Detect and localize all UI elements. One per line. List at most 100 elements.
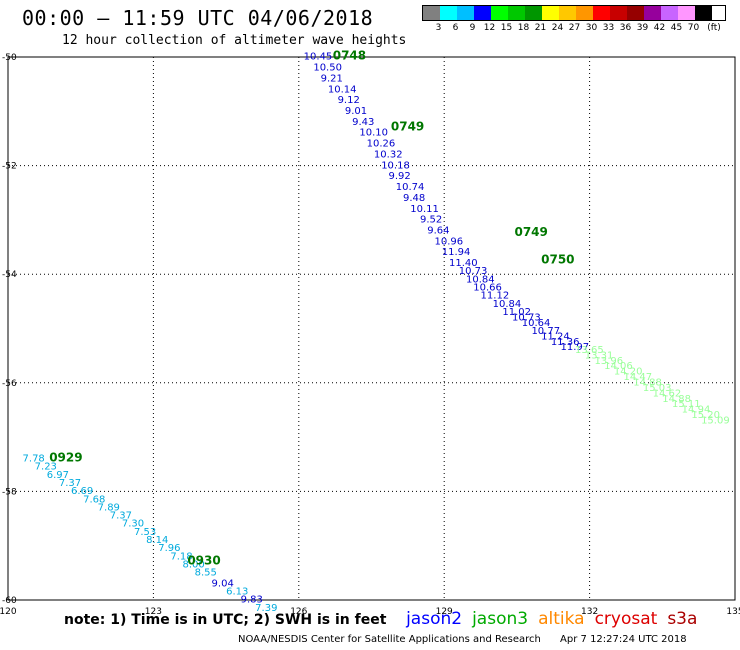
swh-value-jason3: 14.62 (653, 388, 682, 399)
swh-value-jason2: 9.92 (388, 171, 410, 182)
color-scale-label: 33 (602, 23, 615, 33)
x-tick-label: 132 (581, 607, 598, 617)
satellite-legend: jason2 jason3 altika cryosat s3a (396, 609, 698, 629)
swh-value-jason3: 13.65 (575, 345, 604, 356)
swh-value-altika: 7.78 (23, 454, 45, 465)
footer-timestamp: Apr 7 12:27:24 UTC 2018 (560, 634, 687, 645)
swh-value-jason2: 9.21 (321, 73, 343, 84)
swh-value-s3a: 6.13 (226, 587, 248, 598)
color-swatch (627, 6, 644, 20)
swh-value-jason2: 9.52 (420, 215, 442, 226)
swh-value-altika: 7.96 (158, 543, 180, 554)
color-scale-label: 12 (483, 23, 496, 33)
swh-value-altika: 8.14 (146, 535, 168, 546)
swh-value-jason3: 14.20 (614, 367, 643, 378)
color-scale-label: 15 (500, 23, 513, 33)
color-scale-label: 30 (585, 23, 598, 33)
swh-value-jason2: 9.64 (427, 225, 449, 236)
chart-subtitle: 12 hour collection of altimeter wave hei… (62, 33, 407, 48)
color-swatch (440, 6, 457, 20)
swh-value-jason2: 10.73 (512, 312, 541, 323)
swh-value-jason2: 9.48 (403, 193, 425, 204)
swh-value-jason2: 10.64 (522, 318, 551, 329)
time-label: 0929 (49, 451, 82, 465)
swh-value-jason2: 11.97 (561, 342, 590, 353)
color-swatch (525, 6, 542, 20)
swh-value-jason3: 14.88 (633, 378, 662, 389)
swh-value-jason2: 10.32 (374, 149, 403, 160)
swh-value-altika: 7.37 (110, 511, 132, 522)
color-scale-label: 24 (551, 23, 564, 33)
color-swatch (695, 6, 712, 20)
swh-value-jason2: 9.43 (352, 117, 374, 128)
x-tick-label: 135 (726, 607, 740, 617)
color-scale-label: 70 (687, 23, 700, 33)
swh-value-jason3: 14.06 (604, 361, 633, 372)
x-tick-label: 129 (436, 607, 453, 617)
swh-value-jason2: 11.40 (449, 258, 478, 269)
time-label: 0750 (541, 252, 574, 266)
color-swatch (678, 6, 695, 20)
note-line: note: 1) Time is in UTC; 2) SWH is in fe… (64, 609, 697, 629)
swh-value-altika: 7.30 (122, 519, 144, 530)
color-swatch (576, 6, 593, 20)
swh-value-altika: 7.23 (35, 462, 57, 473)
y-tick-label: -52 (2, 162, 17, 172)
swh-value-altika: 7.53 (134, 527, 156, 538)
color-swatch (644, 6, 661, 20)
swh-value-s3a: 7.39 (255, 603, 277, 614)
swh-value-jason2: 10.84 (466, 274, 495, 285)
color-swatch (559, 6, 576, 20)
swh-value-jason2: 10.73 (459, 266, 488, 277)
time-label: 0749 (514, 225, 547, 239)
satellite-legend-jason2: jason2 (406, 609, 463, 629)
color-scale-label: 27 (568, 23, 581, 33)
swh-value-jason2: 9.12 (338, 95, 360, 106)
color-swatch (423, 6, 440, 20)
swh-value-jason2: 10.74 (396, 182, 425, 193)
swh-value-jason3: 14.94 (682, 405, 711, 416)
swh-value-jason2: 10.18 (381, 160, 410, 171)
swh-value-jason2: 10.66 (473, 282, 502, 293)
color-scale-label: 42 (653, 23, 666, 33)
swh-value-jason3: 13.96 (594, 356, 623, 367)
swh-value-jason3: 15.03 (643, 383, 672, 394)
color-scale-label: 45 (670, 23, 683, 33)
swh-value-jason3: 14.88 (662, 394, 691, 405)
color-scale-label: 36 (619, 23, 632, 33)
color-scale-label: 6 (452, 23, 459, 33)
swh-value-jason3: 14.47 (624, 372, 653, 383)
color-scale-labels: 3 6 9 12 15 18 21 24 27 30 33 36 39 42 45 70 (ft) (422, 23, 726, 33)
swh-value-altika: 7.37 (59, 478, 81, 489)
swh-value-jason2: 11.02 (502, 307, 531, 318)
swh-value-jason2: 10.77 (531, 326, 560, 337)
swh-value-jason2: 10.10 (359, 128, 388, 139)
note-text: note: 1) Time is in UTC; 2) SWH is in fe… (64, 612, 387, 628)
color-swatch (457, 6, 474, 20)
time-label: 0930 (187, 554, 220, 568)
swh-value-jason2: 10.84 (493, 299, 522, 310)
swh-value-altika: 8.00 (182, 559, 204, 570)
swh-value-jason2: 10.26 (367, 139, 396, 150)
swh-value-cryosat: 9.04 (212, 578, 234, 589)
y-tick-label: -58 (2, 487, 17, 497)
satellite-legend-cryosat: cryosat (594, 609, 658, 629)
swh-value-jason2: 10.14 (328, 84, 357, 95)
swh-value-jason2: 10.11 (410, 204, 439, 215)
color-swatch (508, 6, 525, 20)
swh-value-altika: 8.55 (195, 568, 217, 579)
color-swatch (610, 6, 627, 20)
color-swatch (474, 6, 491, 20)
color-scale-legend: 3 6 9 12 15 18 21 24 27 30 33 36 39 42 45 70 (ft) (422, 5, 726, 33)
swh-value-jason2: 9.01 (345, 106, 367, 117)
footer: NOAA/NESDIS Center for Satellite Applica… (238, 634, 687, 645)
swh-value-jason2: 10.50 (313, 63, 342, 74)
satellite-legend-s3a: s3a (667, 609, 698, 629)
color-swatch (491, 6, 508, 20)
swh-value-altika: 7.89 (98, 502, 120, 513)
swh-value-altika: 7.18 (170, 551, 192, 562)
time-label: 0749 (391, 119, 424, 133)
satellite-legend-altika: altika (538, 609, 585, 629)
swh-value-jason2: 10.96 (435, 236, 464, 247)
